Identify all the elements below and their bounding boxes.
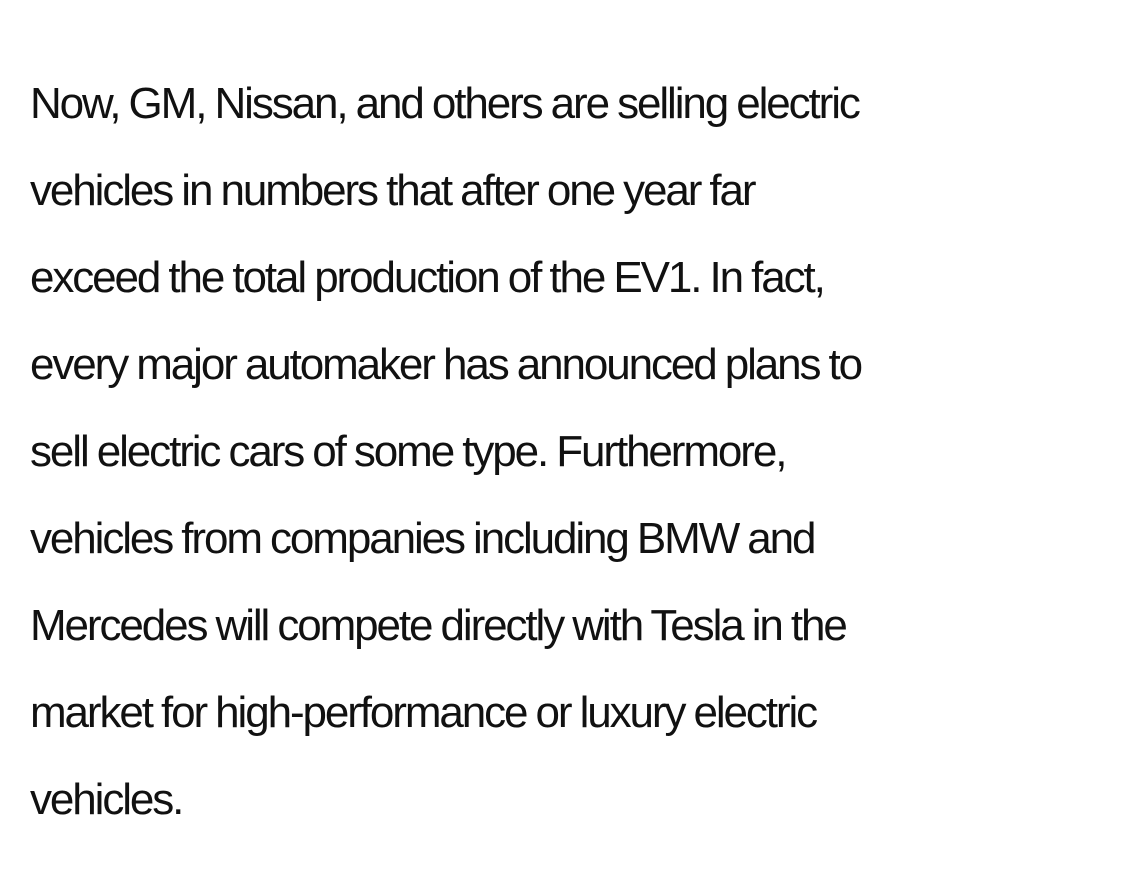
paragraph-line-3: exceed the total production of the EV1. … (30, 253, 826, 302)
paragraph-line-9: vehicles. (30, 775, 184, 824)
paragraph-line-6: vehicles from companies including BMW an… (30, 514, 816, 563)
paragraph-line-5: sell electric cars of some type. Further… (30, 427, 787, 476)
article-paragraph: Now, GM, Nissan, and others are selling … (30, 60, 1110, 843)
paragraph-line-2: vehicles in numbers that after one year … (30, 166, 757, 215)
paragraph-line-4: every major automaker has announced plan… (30, 340, 863, 389)
paragraph-line-7: Mercedes will compete directly with Tesl… (30, 601, 848, 650)
paragraph-line-8: market for high-performance or luxury el… (30, 688, 818, 737)
paragraph-line-1: Now, GM, Nissan, and others are selling … (30, 79, 861, 128)
